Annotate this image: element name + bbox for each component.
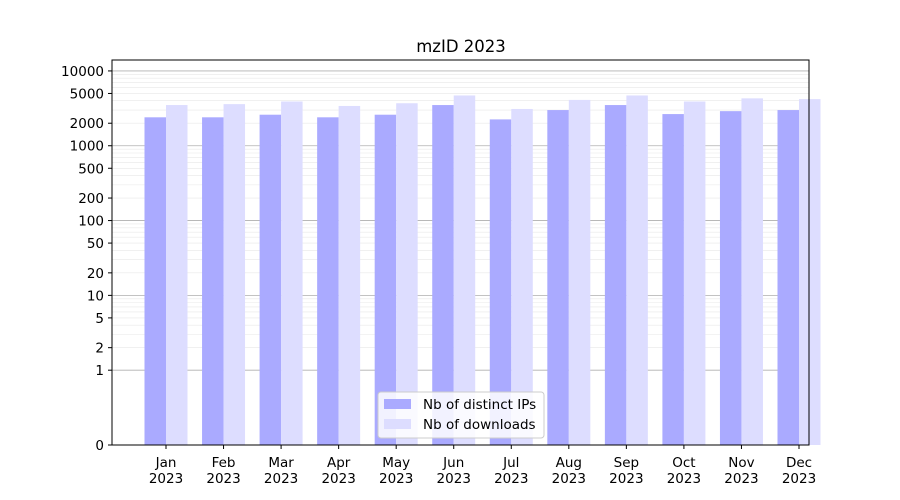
y-tick-label: 5 xyxy=(95,311,104,327)
y-tick-label: 20 xyxy=(87,266,104,282)
legend-label: Nb of distinct IPs xyxy=(423,397,536,413)
bar-downloads-jun xyxy=(453,95,476,445)
bar-downloads-nov xyxy=(741,98,763,445)
x-tick-label: Feb xyxy=(212,455,236,471)
y-tick-label: 50 xyxy=(87,236,104,252)
y-tick-label: 2000 xyxy=(70,116,104,132)
x-tick-label: Nov xyxy=(728,455,754,471)
bar-downloads-may xyxy=(396,103,418,446)
x-axis: Jan2023Feb2023Mar2023Apr2023May2023Jun20… xyxy=(149,445,816,487)
bar-downloads-mar xyxy=(281,101,303,446)
bar-downloads-sep xyxy=(626,95,648,445)
x-tick-label: Jan xyxy=(155,455,177,471)
bar-ips-may xyxy=(374,114,397,446)
x-tick-sublabel: 2023 xyxy=(379,471,413,487)
x-tick-label: Jun xyxy=(442,455,464,471)
bar-ips-jul xyxy=(489,119,512,446)
x-tick-sublabel: 2023 xyxy=(609,471,643,487)
x-tick-sublabel: 2023 xyxy=(724,471,758,487)
x-tick-sublabel: 2023 xyxy=(206,471,240,487)
legend-label: Nb of downloads xyxy=(423,417,536,433)
bar-ips-feb xyxy=(202,117,224,446)
x-tick-label: Sep xyxy=(614,455,639,471)
x-tick-label: Apr xyxy=(327,455,351,471)
x-tick-label: Oct xyxy=(672,455,695,471)
bar-downloads-feb xyxy=(223,104,246,446)
bar-ips-sep xyxy=(604,105,627,445)
legend: Nb of distinct IPs Nb of downloads xyxy=(377,391,545,439)
plot-frame xyxy=(111,59,810,446)
x-tick-sublabel: 2023 xyxy=(264,471,298,487)
y-tick-label: 10000 xyxy=(61,64,104,80)
x-tick-sublabel: 2023 xyxy=(149,471,183,487)
y-tick-label: 100 xyxy=(78,214,104,230)
legend-box xyxy=(377,391,545,439)
bar-ips-aug xyxy=(547,110,569,446)
bar-downloads-oct xyxy=(683,101,706,446)
chart-title: mzID 2023 xyxy=(416,37,506,56)
legend-swatch xyxy=(384,399,411,409)
y-tick-label: 1000 xyxy=(70,139,104,155)
bars xyxy=(144,95,821,446)
y-tick-label: 500 xyxy=(78,161,104,177)
x-tick-label: Aug xyxy=(556,455,582,471)
x-tick-label: Dec xyxy=(786,455,812,471)
bar-downloads-dec xyxy=(799,99,821,445)
x-tick-sublabel: 2023 xyxy=(552,471,586,487)
y-axis: 0 1 2 5 10 20 50 100 200 500 1000 2000 5000 10000 xyxy=(61,64,112,454)
y-tick-label: 200 xyxy=(78,191,104,207)
y-tick-label: 10 xyxy=(87,288,104,304)
x-tick-label: May xyxy=(382,455,410,471)
bar-downloads-jan xyxy=(166,105,188,445)
x-tick-sublabel: 2023 xyxy=(494,471,528,487)
bar-downloads-apr xyxy=(338,105,361,445)
bar-ips-apr xyxy=(317,117,339,446)
y-tick-label: 2 xyxy=(95,341,104,357)
x-tick-label: Mar xyxy=(268,455,294,471)
bar-ips-dec xyxy=(777,110,799,446)
legend-swatch xyxy=(384,419,411,429)
bar-downloads-jul xyxy=(511,108,533,445)
y-tick-label: 1 xyxy=(95,363,104,379)
bar-ips-mar xyxy=(259,114,282,446)
bar-ips-jun xyxy=(432,105,454,445)
y-tick-label: 5000 xyxy=(70,86,104,102)
x-tick-sublabel: 2023 xyxy=(321,471,355,487)
bar-ips-nov xyxy=(719,111,742,446)
bar-ips-jan xyxy=(144,117,166,446)
x-tick-sublabel: 2023 xyxy=(782,471,816,487)
bar-downloads-aug xyxy=(568,99,591,445)
x-tick-sublabel: 2023 xyxy=(437,471,471,487)
x-tick-sublabel: 2023 xyxy=(667,471,701,487)
x-tick-label: Jul xyxy=(502,455,519,471)
bar-ips-oct xyxy=(662,114,684,446)
y-tick-label: 0 xyxy=(95,438,104,454)
